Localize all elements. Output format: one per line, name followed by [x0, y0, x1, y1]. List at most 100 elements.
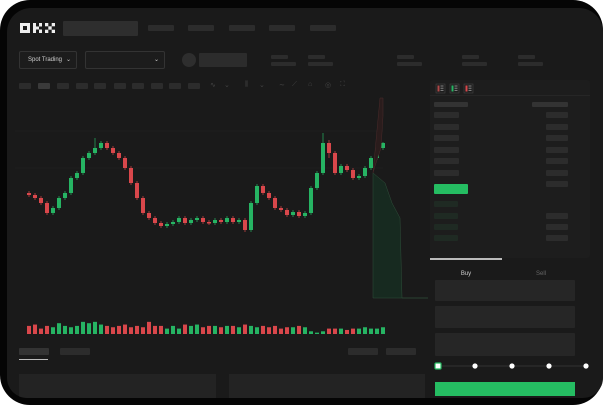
candle	[285, 208, 289, 217]
chevron-down-icon[interactable]: ⌄	[224, 82, 230, 89]
timeframe-tab[interactable]	[169, 83, 181, 89]
volume-bar	[243, 324, 247, 334]
volume-bar	[129, 327, 133, 334]
line-icon[interactable]: ∼	[279, 82, 285, 89]
volume-bar	[267, 327, 271, 334]
volume-bar	[183, 324, 187, 334]
bid-price	[434, 235, 458, 241]
okx-logo[interactable]	[20, 23, 58, 35]
timeframe-tab[interactable]	[38, 83, 50, 89]
volume-bar	[327, 328, 331, 334]
candle-type-icon[interactable]: ⫼	[245, 81, 249, 88]
volume-bar	[321, 331, 325, 334]
timeframe-tab[interactable]	[94, 83, 106, 89]
volume-bar	[363, 327, 367, 334]
volume-bar	[153, 325, 157, 334]
volume-bar	[351, 328, 355, 334]
indicator-icon[interactable]: ∿	[210, 82, 216, 89]
volume-bar	[255, 327, 259, 334]
book-header	[434, 102, 468, 107]
amount-slider[interactable]	[434, 361, 590, 371]
volume-bar	[159, 325, 163, 334]
volume-bar	[141, 327, 145, 334]
filter-button[interactable]	[386, 348, 416, 355]
nav-item[interactable]	[148, 25, 174, 31]
candle	[297, 210, 301, 218]
nav-item[interactable]	[269, 25, 295, 31]
candle	[333, 151, 337, 175]
volume-bar	[69, 327, 73, 334]
settings-icon[interactable]: ◎	[325, 82, 332, 89]
volume-bar	[357, 328, 361, 334]
volume-bar	[33, 324, 37, 334]
volume-bar	[261, 325, 265, 334]
app-screen: Spot Trading ⌄ ⌄ ∿ ⌄ ⫼ ⌄ ∼ ⟋ ⌂ ◎ ⛶ Buy Sell	[7, 8, 603, 398]
nav-item[interactable]	[188, 25, 214, 31]
candle	[153, 216, 157, 225]
slider-mark[interactable]	[509, 363, 515, 369]
fullscreen-icon[interactable]: ⛶	[340, 81, 345, 88]
candle	[147, 211, 151, 220]
candle	[165, 222, 169, 228]
total-input[interactable]	[435, 333, 575, 356]
candlestick-chart[interactable]	[15, 98, 385, 338]
ruler-icon[interactable]: ⟋	[292, 81, 297, 88]
tab-buy[interactable]: Buy	[430, 262, 502, 277]
tab-sell[interactable]: Sell	[505, 262, 577, 277]
chevron-down-icon[interactable]: ⌄	[259, 82, 265, 89]
slider-mark[interactable]	[546, 363, 552, 369]
nav-item[interactable]	[310, 25, 336, 31]
candle	[357, 174, 361, 180]
nav-item[interactable]	[229, 25, 255, 31]
candle	[339, 164, 343, 175]
volume-bar	[117, 325, 121, 334]
slider-handle[interactable]	[434, 362, 442, 370]
book-header	[532, 102, 568, 107]
timeframe-tab[interactable]	[76, 83, 88, 89]
ask-size	[546, 112, 568, 118]
camera-icon[interactable]: ⌂	[308, 81, 313, 88]
timeframe-tab[interactable]	[114, 83, 126, 89]
book-bids-icon[interactable]	[449, 83, 460, 94]
price-input[interactable]	[435, 280, 575, 301]
volume-bar	[165, 328, 169, 334]
timeframe-tab[interactable]	[188, 83, 200, 89]
assets-panel	[229, 374, 425, 398]
candle	[141, 196, 145, 215]
slider-mark[interactable]	[472, 363, 478, 369]
volume-bar	[345, 329, 349, 334]
pair-select[interactable]: ⌄	[85, 51, 165, 69]
candle	[75, 171, 79, 180]
timeframe-tab[interactable]	[57, 83, 69, 89]
filter-button[interactable]	[348, 348, 378, 355]
candle	[369, 156, 373, 170]
book-both-icon[interactable]	[435, 83, 446, 94]
amount-input[interactable]	[435, 306, 575, 328]
ask-price	[434, 124, 459, 130]
volume-bar	[39, 328, 43, 334]
candle	[123, 156, 127, 170]
timeframe-tab[interactable]	[151, 83, 163, 89]
candle	[327, 140, 331, 158]
book-asks-icon[interactable]	[463, 83, 474, 94]
slider-mark[interactable]	[583, 363, 589, 369]
volume-bar	[375, 328, 379, 334]
mode-select[interactable]: Spot Trading ⌄	[19, 51, 77, 69]
tab-order-history[interactable]	[60, 348, 90, 355]
timeframe-tab[interactable]	[132, 83, 144, 89]
search-box[interactable]	[63, 21, 138, 36]
tab-open-orders[interactable]	[19, 348, 49, 355]
volume-bar	[339, 328, 343, 334]
volume-bar	[225, 325, 229, 334]
candle	[303, 211, 307, 218]
candle	[129, 166, 133, 185]
bid-size	[546, 224, 568, 230]
ask-size	[546, 181, 568, 187]
buy-button[interactable]	[435, 382, 575, 396]
volume-bar	[75, 325, 79, 334]
chevron-down-icon: ⌄	[154, 57, 160, 63]
candle	[69, 176, 73, 195]
timeframe-tab[interactable]	[19, 83, 31, 89]
candle	[201, 216, 205, 224]
candle	[177, 216, 181, 224]
